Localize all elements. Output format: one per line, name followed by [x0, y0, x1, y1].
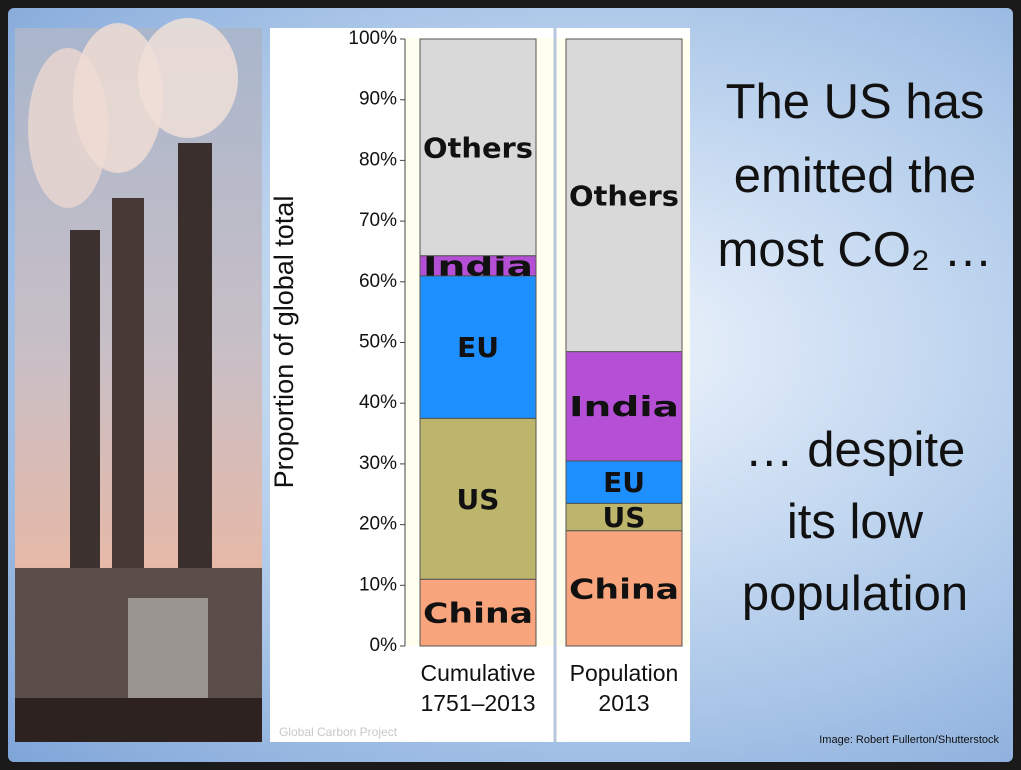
watermark: Global Carbon Project	[279, 725, 398, 739]
segment-label: China	[423, 597, 533, 630]
headline-line: its low	[786, 495, 924, 549]
segment-label: EU	[603, 466, 645, 499]
bar-segment	[419, 578, 537, 647]
segment-label: US	[603, 501, 646, 534]
y-tick-label: 10%	[359, 574, 397, 595]
headline-line: most CO₂ …	[717, 223, 993, 277]
segment-label: Others	[423, 131, 533, 164]
bar-segment	[565, 38, 683, 353]
segment-label: India	[569, 390, 679, 423]
y-tick-label: 20%	[359, 514, 397, 535]
y-tick-label: 50%	[359, 332, 397, 353]
y-tick-label: 30%	[359, 453, 397, 474]
y-tick-label: 100%	[348, 28, 397, 49]
credit: Image: Robert Fullerton/Shutterstock	[819, 734, 999, 746]
headline-line: population	[741, 567, 969, 621]
y-axis-label: Proportion of global total	[269, 196, 299, 489]
y-tick-label: 80%	[359, 149, 397, 170]
segment-label: EU	[457, 331, 499, 364]
bar-segment	[565, 460, 683, 504]
bar-segment	[419, 275, 537, 419]
y-tick-label: 60%	[359, 271, 397, 292]
y-tick-label: 70%	[359, 210, 397, 231]
segment-label: China	[569, 572, 679, 605]
segment-label: Others	[569, 179, 679, 212]
chart: Proportion of global total Global Carbon…	[15, 18, 690, 742]
y-tick-label: 40%	[359, 392, 397, 413]
headline-line: The US has	[725, 75, 985, 129]
segment-label: US	[457, 483, 500, 516]
photo	[15, 18, 262, 742]
y-tick-label: 90%	[359, 89, 397, 110]
bar-segment	[565, 530, 683, 647]
bar-segment	[419, 38, 537, 257]
x-tick-label: Cumulative 1751–2013	[420, 660, 536, 716]
headline-line: emitted the	[733, 149, 977, 203]
bar-segment	[419, 417, 537, 580]
headline-line: … despite	[744, 423, 966, 477]
y-tick-label: 0%	[370, 635, 398, 656]
slide: Proportion of global total Global Carbon…	[8, 8, 1013, 762]
x-tick-label: Population 2013	[569, 660, 679, 716]
